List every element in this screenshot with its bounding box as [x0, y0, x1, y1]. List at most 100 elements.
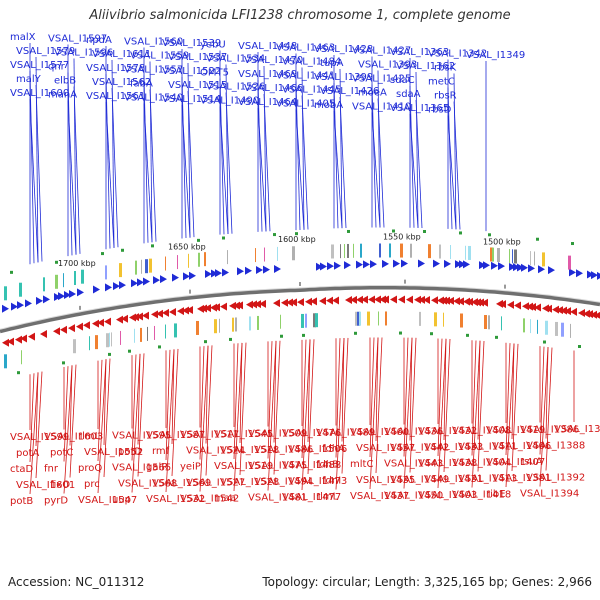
- reverse-gene-arrow: [477, 298, 484, 307]
- forward-cog-bar: [331, 244, 334, 259]
- reverse-cog-bar: [367, 311, 370, 326]
- rna-marker: [347, 229, 350, 233]
- reverse-leader-line: [233, 343, 239, 460]
- reverse-gene-arrow: [594, 311, 600, 319]
- backbone-highlight: [0, 285, 600, 330]
- forward-gene-arrow: [137, 278, 144, 287]
- reverse-cog-bar: [21, 350, 22, 365]
- forward-cog-bar: [277, 246, 278, 261]
- reverse-gene-arrow: [305, 297, 312, 306]
- forward-leader-line: [67, 72, 73, 256]
- forward-gene-label: sdaC: [390, 75, 415, 86]
- rna-marker: [55, 260, 58, 264]
- reverse-cog-bar: [280, 314, 281, 329]
- reverse-gene-label: VSAL_I1528: [220, 477, 279, 488]
- forward-gene-label: elbB: [54, 76, 76, 87]
- forward-gene-label: VSAL_I1484: [282, 57, 341, 68]
- rna-marker: [108, 352, 111, 356]
- forward-gene-arrow: [576, 269, 583, 278]
- forward-gene-arrow: [316, 262, 323, 271]
- forward-gene-label: VSAL_I1466: [244, 83, 303, 94]
- forward-gene-arrow: [401, 259, 408, 268]
- reverse-gene-arrow: [169, 308, 176, 317]
- backbone-arc: [0, 285, 600, 334]
- reverse-gene-arrow: [431, 296, 438, 305]
- reverse-gene-label: VSAL_I1473: [288, 476, 347, 487]
- reverse-gene-arrow: [526, 302, 533, 311]
- reverse-gene-label: VSAL_I1595: [112, 431, 171, 442]
- reverse-cog-bar: [196, 320, 199, 335]
- forward-cog-bar: [19, 282, 22, 297]
- forward-cog-bar: [468, 245, 471, 260]
- reverse-gene-label: VSAL_I1395: [554, 424, 600, 435]
- forward-cog-bar: [4, 286, 7, 301]
- forward-cog-bar: [344, 244, 345, 259]
- reverse-cog-bar: [106, 333, 109, 348]
- reverse-cog-bar: [555, 321, 558, 336]
- forward-leader-line: [409, 85, 415, 228]
- forward-gene-arrow: [222, 268, 229, 277]
- reverse-gene-label: VSAL_I1524: [186, 446, 245, 457]
- reverse-gene-arrow: [132, 313, 139, 322]
- reverse-leader-line: [545, 347, 549, 439]
- reverse-leader-line: [477, 340, 481, 440]
- reverse-gene-label: VSAL_I1457: [356, 443, 415, 454]
- forward-gene-labels: malX VSAL_I1579 VSAL_I1577 malY VSAL_I1600 VS…: [10, 32, 525, 116]
- reverse-gene-label: fixO: [50, 480, 70, 491]
- forward-gene-arrow: [327, 262, 334, 271]
- forward-leader-line: [295, 81, 301, 231]
- reverse-leader-line: [545, 347, 553, 471]
- reverse-leader-line: [131, 353, 141, 493]
- forward-gene-label: rbsD: [428, 105, 452, 116]
- forward-gene-arrow: [433, 259, 440, 268]
- reverse-leader-line: [199, 346, 205, 460]
- reverse-gene-label: VSAL_I1552: [84, 447, 143, 458]
- reverse-cog-bar: [73, 339, 76, 354]
- reverse-leader-line: [301, 339, 311, 491]
- reverse-gene-arrow: [254, 300, 261, 309]
- forward-gene-label: VSAL_I1463: [276, 43, 335, 54]
- forward-gene-arrow: [455, 260, 462, 269]
- reverse-cog-bar: [484, 315, 487, 330]
- forward-gene-label: VSAL_I1362: [396, 61, 455, 72]
- reverse-leader-line: [341, 337, 349, 474]
- forward-leader-line: [447, 87, 453, 230]
- forward-gene-label: rbsR: [434, 91, 457, 102]
- forward-gene-arrow: [344, 261, 351, 270]
- forward-cog-bar: [512, 249, 513, 264]
- forward-gene-arrow: [498, 262, 505, 271]
- forward-gene-arrow: [105, 283, 112, 292]
- reverse-gene-arrow: [457, 297, 464, 306]
- reverse-gene-label: uup: [112, 495, 131, 506]
- reverse-gene-label: VSAL_I1435: [356, 475, 415, 486]
- kbp-tick-label: 1550 kbp: [383, 233, 421, 242]
- forward-gene-label: VSAL_I1578: [86, 63, 145, 74]
- rna-marker: [295, 232, 298, 236]
- rna-marker: [488, 233, 491, 237]
- reverse-cog-bar: [111, 332, 112, 347]
- reverse-gene-arrow: [466, 297, 473, 306]
- forward-gene-arrow: [93, 285, 100, 294]
- reverse-cog-bar: [120, 330, 121, 345]
- forward-leader-line: [111, 87, 119, 248]
- forward-gene-arrow: [189, 271, 196, 280]
- rna-marker: [121, 248, 124, 252]
- forward-gene-arrow: [172, 273, 179, 282]
- forward-cog-bar: [450, 245, 451, 260]
- reverse-gene-label: VSAL_I1407: [486, 457, 545, 468]
- forward-leader-line: [415, 99, 423, 228]
- forward-gene-label: VSAL_I1448: [238, 41, 297, 52]
- reverse-leader-line: [267, 340, 277, 491]
- forward-gene-arrow: [382, 259, 389, 268]
- reverse-gene-arrow: [361, 295, 368, 304]
- reverse-leader-line: [443, 338, 451, 473]
- reverse-cog-bar: [232, 317, 234, 332]
- forward-gene-arrow: [58, 292, 65, 301]
- reverse-gene-arrow: [542, 304, 549, 313]
- forward-gene-label: VSAL_I1393: [358, 60, 417, 71]
- reverse-gene-arrow: [156, 309, 163, 318]
- reverse-cog-bar: [561, 322, 564, 337]
- forward-leader-line: [143, 75, 149, 243]
- reverse-gene-arrow: [556, 306, 563, 315]
- forward-cog-bar: [530, 251, 531, 266]
